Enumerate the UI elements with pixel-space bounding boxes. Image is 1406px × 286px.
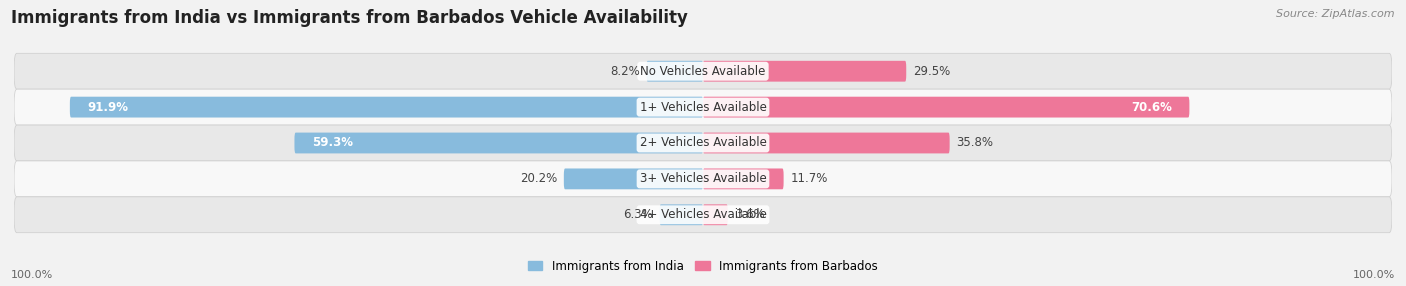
Text: 8.2%: 8.2% [610,65,640,78]
FancyBboxPatch shape [647,61,703,82]
Text: 11.7%: 11.7% [790,172,828,185]
FancyBboxPatch shape [703,204,728,225]
Text: 91.9%: 91.9% [87,101,128,114]
FancyBboxPatch shape [14,197,1392,233]
Text: 1+ Vehicles Available: 1+ Vehicles Available [640,101,766,114]
Text: Source: ZipAtlas.com: Source: ZipAtlas.com [1277,9,1395,19]
Text: 3+ Vehicles Available: 3+ Vehicles Available [640,172,766,185]
FancyBboxPatch shape [14,89,1392,125]
FancyBboxPatch shape [659,204,703,225]
Text: No Vehicles Available: No Vehicles Available [640,65,766,78]
FancyBboxPatch shape [14,53,1392,89]
FancyBboxPatch shape [703,168,783,189]
Text: 2+ Vehicles Available: 2+ Vehicles Available [640,136,766,150]
FancyBboxPatch shape [564,168,703,189]
FancyBboxPatch shape [703,61,907,82]
FancyBboxPatch shape [294,133,703,153]
FancyBboxPatch shape [14,125,1392,161]
Text: Immigrants from India vs Immigrants from Barbados Vehicle Availability: Immigrants from India vs Immigrants from… [11,9,688,27]
Text: 20.2%: 20.2% [520,172,557,185]
Text: 100.0%: 100.0% [11,270,53,280]
FancyBboxPatch shape [703,133,949,153]
Text: 100.0%: 100.0% [1353,270,1395,280]
Text: 4+ Vehicles Available: 4+ Vehicles Available [640,208,766,221]
Text: 70.6%: 70.6% [1132,101,1173,114]
Text: 6.3%: 6.3% [623,208,652,221]
FancyBboxPatch shape [14,161,1392,197]
Text: 3.6%: 3.6% [735,208,765,221]
Text: 35.8%: 35.8% [956,136,994,150]
Text: 59.3%: 59.3% [312,136,353,150]
FancyBboxPatch shape [703,97,1189,118]
Text: 29.5%: 29.5% [912,65,950,78]
Legend: Immigrants from India, Immigrants from Barbados: Immigrants from India, Immigrants from B… [523,255,883,277]
FancyBboxPatch shape [70,97,703,118]
